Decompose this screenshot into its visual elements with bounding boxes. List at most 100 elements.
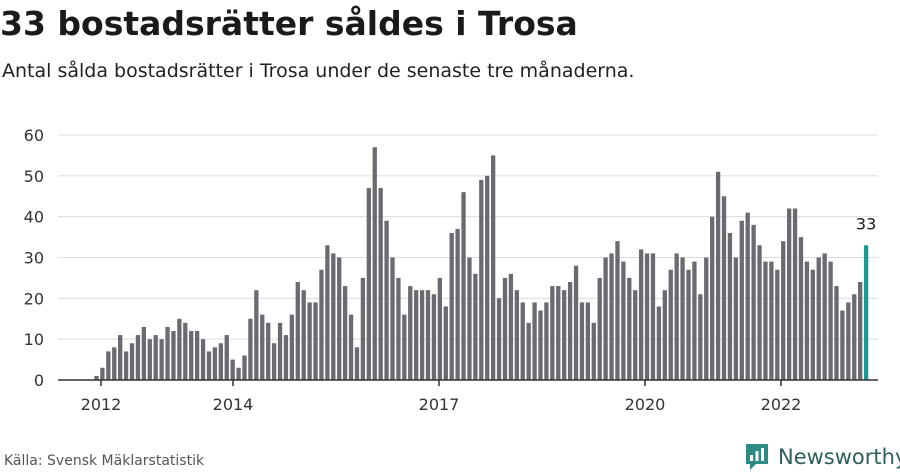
bar (704, 257, 709, 380)
bar (585, 302, 591, 380)
bar (384, 220, 389, 380)
bar (135, 335, 141, 380)
bar (437, 277, 443, 380)
bar (544, 302, 549, 380)
bar (354, 347, 360, 380)
bar (224, 335, 229, 380)
bar (390, 257, 395, 380)
bar (757, 245, 762, 380)
bar (153, 335, 158, 380)
bar (633, 290, 638, 380)
bar (567, 282, 573, 380)
bar-chart: 0 10 20 30 40 50 60 33 2012 2014 2017 2020 2022 (24, 126, 878, 414)
bar (721, 196, 727, 380)
bar (656, 306, 662, 380)
bar (331, 253, 336, 380)
bar (372, 147, 377, 380)
bar (485, 175, 490, 380)
bar (591, 322, 596, 380)
bar (218, 343, 223, 380)
bar (798, 237, 804, 380)
bar (579, 302, 585, 380)
x-tick-label: 2020 (625, 395, 666, 414)
bar (822, 253, 827, 380)
bar (360, 277, 366, 380)
bar (177, 318, 182, 380)
bar (183, 322, 188, 380)
bar (94, 375, 99, 380)
bar (100, 367, 105, 380)
bar (526, 322, 531, 380)
bar (792, 208, 798, 380)
bar (319, 269, 324, 380)
bar (609, 253, 614, 380)
bar (260, 314, 265, 380)
bar (733, 257, 739, 380)
bar (698, 294, 703, 380)
bar (206, 351, 212, 380)
y-tick-label: 30 (24, 249, 44, 268)
axes: 0 10 20 30 40 50 60 33 2012 2014 2017 2020 2022 (24, 126, 878, 414)
bar (840, 310, 845, 380)
bar (662, 290, 667, 380)
bar (212, 347, 218, 380)
bar (112, 347, 117, 380)
y-tick-label: 40 (24, 208, 44, 227)
bar (461, 192, 466, 380)
bar (490, 155, 496, 380)
bar (627, 277, 632, 380)
bar (603, 257, 608, 380)
bar (816, 257, 821, 380)
bar (692, 261, 697, 380)
bar (502, 277, 508, 380)
bar (325, 245, 330, 380)
bar (550, 286, 555, 380)
bar (301, 290, 306, 380)
bar (200, 339, 206, 380)
bar (573, 265, 579, 380)
bar (147, 339, 152, 380)
y-tick-label: 60 (24, 126, 44, 145)
newsworthy-icon (746, 444, 768, 470)
bars (94, 147, 869, 380)
bar (419, 290, 425, 380)
bar (680, 257, 685, 380)
y-tick-label: 20 (24, 289, 44, 308)
last-value-label: 33 (856, 214, 876, 233)
bar (443, 306, 448, 380)
bar (621, 261, 626, 380)
bar (858, 282, 863, 380)
bar (644, 253, 650, 380)
bar (834, 286, 839, 380)
bar (313, 302, 318, 380)
bar (242, 355, 247, 380)
bar (508, 273, 514, 380)
bar (597, 277, 602, 380)
bar (402, 314, 407, 380)
bar (106, 351, 111, 380)
bar (715, 171, 721, 380)
bar (615, 241, 620, 380)
bar (295, 282, 300, 380)
bar (159, 339, 164, 380)
bar (804, 261, 810, 380)
bar (348, 314, 354, 380)
bar (775, 269, 780, 380)
brand-name: Newsworthy (778, 445, 900, 469)
bar (165, 326, 170, 380)
bar (638, 249, 644, 380)
bar (283, 335, 289, 380)
bar (118, 335, 123, 380)
bar (266, 322, 271, 380)
bar (710, 216, 715, 380)
bar (254, 290, 259, 380)
bar (496, 298, 502, 380)
bar (141, 326, 147, 380)
bar (396, 277, 401, 380)
bar (414, 290, 419, 380)
bar (455, 228, 460, 380)
bar (307, 302, 312, 380)
y-tick-label: 0 (34, 371, 44, 390)
bar (520, 302, 525, 380)
bar (769, 261, 774, 380)
